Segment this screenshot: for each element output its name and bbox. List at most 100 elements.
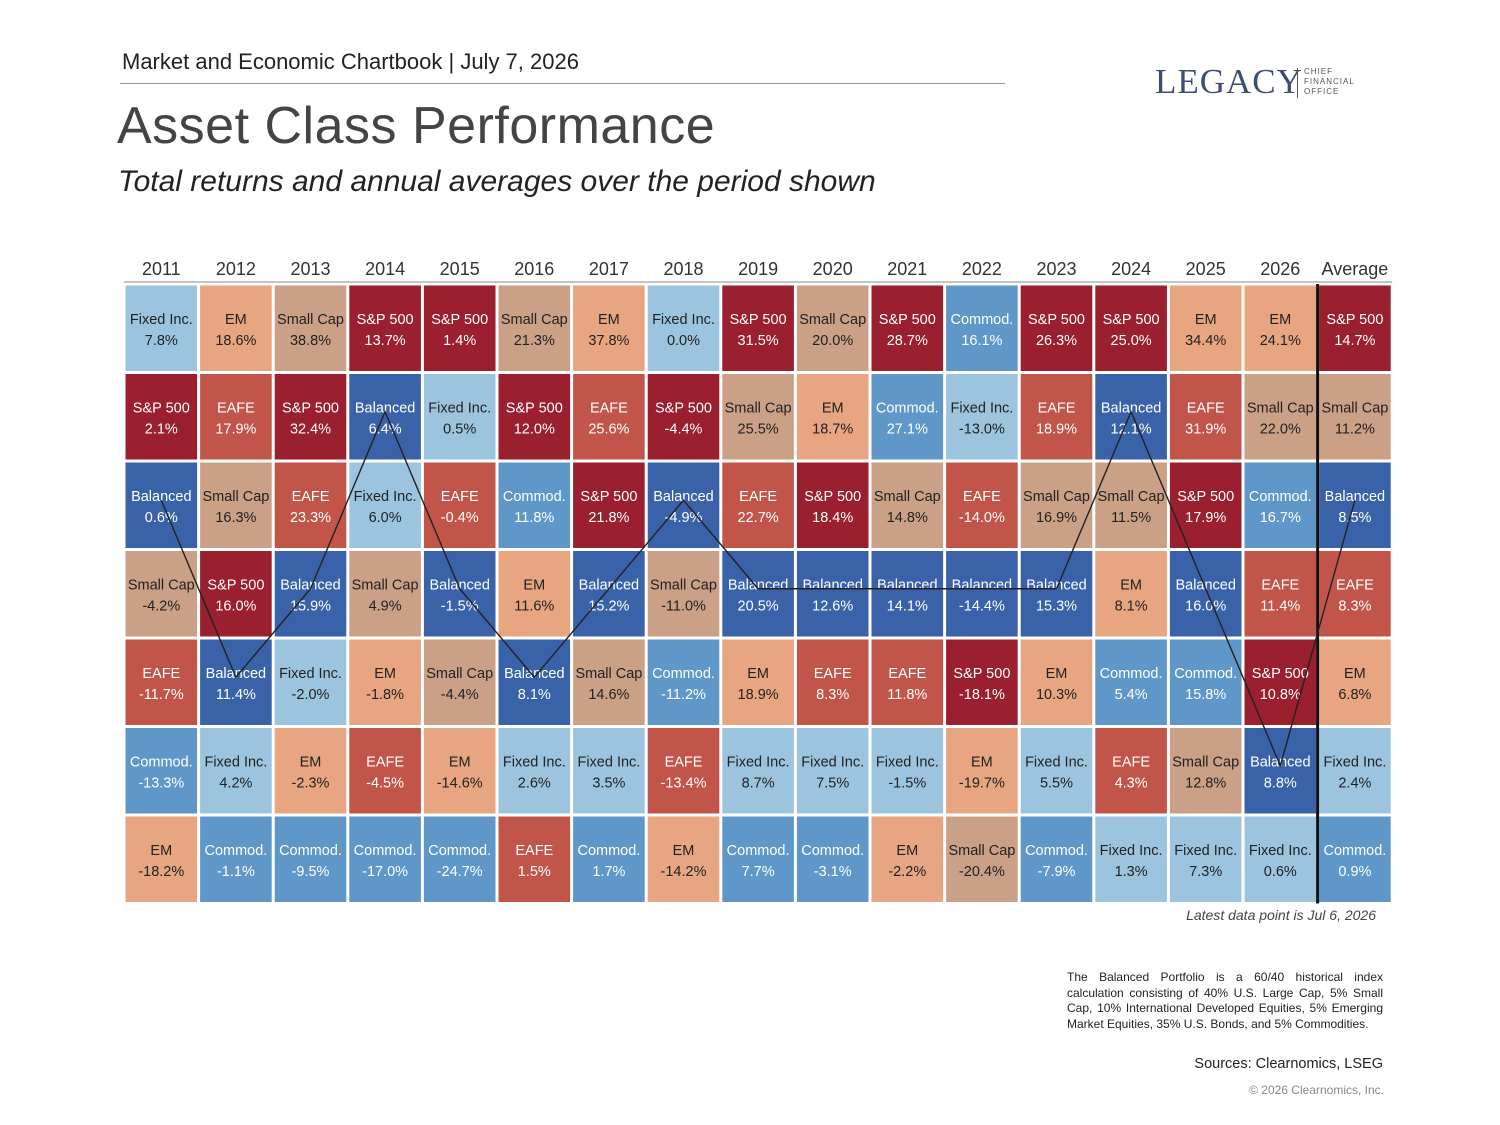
cell-balanced: [647, 462, 720, 548]
cell-em: [423, 728, 496, 814]
cell-label: EM: [598, 312, 620, 328]
cell-value: 0.6%: [1264, 864, 1297, 880]
cell-label: Fixed Inc.: [801, 755, 864, 771]
cell-s-p-500: [796, 462, 869, 548]
column-label-2025: 2025: [1186, 259, 1226, 279]
cell-value: -17.0%: [362, 864, 408, 880]
cell-label: Fixed Inc.: [950, 401, 1013, 417]
cell-value: 4.3%: [1115, 776, 1148, 792]
cell-value: 21.3%: [514, 333, 555, 349]
cell-eafe: [349, 728, 421, 814]
cell-small-cap: [274, 285, 347, 371]
column-label-2015: 2015: [440, 259, 480, 279]
cell-em: [1169, 285, 1242, 371]
cell-eafe: [274, 462, 347, 548]
cell-balanced: [796, 551, 869, 637]
cell-value: 23.3%: [290, 510, 331, 526]
cell-label: S&P 500: [730, 312, 787, 328]
cell-label: Fixed Inc.: [1249, 843, 1312, 859]
cell-value: -14.6%: [437, 776, 483, 792]
cell-value: 26.3%: [1036, 333, 1077, 349]
cell-label: Commod.: [354, 843, 417, 859]
cell-eafe: [946, 462, 1018, 548]
cell-em: [274, 728, 347, 814]
cell-value: 25.0%: [1111, 333, 1152, 349]
cell-label: Fixed Inc.: [1025, 755, 1088, 771]
cell-label: Balanced: [728, 578, 788, 594]
cell-value: -4.2%: [142, 599, 180, 615]
cell-s-p-500: [946, 639, 1018, 725]
cell-value: 22.7%: [738, 510, 779, 526]
cell-value: 7.7%: [742, 864, 775, 880]
cell-label: EAFE: [1336, 578, 1374, 594]
cell-value: 7.8%: [145, 333, 178, 349]
cell-balanced: [498, 639, 571, 725]
cell-label: EM: [1269, 312, 1291, 328]
cell-label: Small Cap: [426, 666, 493, 682]
cell-label: Fixed Inc.: [727, 755, 790, 771]
cell-value: 6.8%: [1338, 687, 1371, 703]
cell-em: [1095, 551, 1167, 637]
cell-label: EAFE: [1112, 755, 1150, 771]
cell-eafe: [200, 374, 272, 460]
cell-value: 14.8%: [887, 510, 928, 526]
cell-small-cap: [1020, 462, 1093, 548]
cell-label: Small Cap: [202, 489, 269, 505]
cell-fixed-inc: [498, 728, 571, 814]
cell-value: 8.3%: [816, 687, 849, 703]
cell-value: -18.1%: [959, 687, 1005, 703]
cell-label: Small Cap: [1098, 489, 1165, 505]
cell-commod: [1244, 462, 1317, 548]
cell-value: 11.8%: [887, 687, 927, 703]
cell-label: Small Cap: [799, 312, 866, 328]
copyright-note: © 2026 Clearnomics, Inc.: [1249, 1083, 1384, 1097]
cell-label: Fixed Inc.: [279, 666, 342, 682]
column-label-2026: 2026: [1260, 259, 1300, 279]
cell-value: 8.7%: [742, 776, 775, 792]
column-label-2018: 2018: [663, 259, 703, 279]
cell-value: 11.2%: [1335, 422, 1375, 438]
cell-label: Fixed Inc.: [652, 312, 715, 328]
cell-commod: [274, 816, 347, 902]
cell-balanced: [573, 551, 645, 637]
cell-label: Commod.: [1174, 666, 1237, 682]
cell-value: -11.2%: [661, 687, 706, 703]
cell-eafe: [423, 462, 496, 548]
column-label-average: Average: [1322, 259, 1389, 279]
cell-value: 0.5%: [443, 422, 476, 438]
cell-value: 11.4%: [216, 687, 256, 703]
cell-value: -14.0%: [959, 510, 1005, 526]
cell-label: Commod.: [130, 755, 193, 771]
cell-label: EAFE: [814, 666, 852, 682]
cell-label: EAFE: [1038, 401, 1076, 417]
cell-label: Fixed Inc.: [1174, 843, 1237, 859]
cell-s-p-500: [200, 551, 272, 637]
cell-commod: [946, 285, 1018, 371]
cell-em: [498, 551, 571, 637]
cell-commod: [423, 816, 496, 902]
cell-value: -4.9%: [665, 510, 703, 526]
cell-em: [349, 639, 421, 725]
cell-eafe: [1095, 728, 1167, 814]
cell-label: Small Cap: [1172, 755, 1239, 771]
cell-value: 28.7%: [887, 333, 928, 349]
cell-label: S&P 500: [804, 489, 861, 505]
column-label-2024: 2024: [1111, 259, 1151, 279]
column-label-2016: 2016: [514, 259, 554, 279]
cell-label: EAFE: [1261, 578, 1299, 594]
cell-label: Balanced: [280, 578, 340, 594]
cell-eafe: [573, 374, 645, 460]
cell-label: EM: [971, 755, 993, 771]
cell-label: EM: [225, 312, 247, 328]
cell-eafe: [722, 462, 794, 548]
cell-commod: [1020, 816, 1093, 902]
cell-label: EM: [523, 578, 545, 594]
cell-label: EM: [747, 666, 769, 682]
cell-label: Small Cap: [352, 578, 419, 594]
cell-fixed-inc: [1020, 728, 1093, 814]
cell-small-cap: [573, 639, 645, 725]
cell-label: EM: [1046, 666, 1068, 682]
cell-value: -4.4%: [665, 422, 703, 438]
cell-eafe: [1169, 374, 1242, 460]
column-label-2017: 2017: [589, 259, 629, 279]
